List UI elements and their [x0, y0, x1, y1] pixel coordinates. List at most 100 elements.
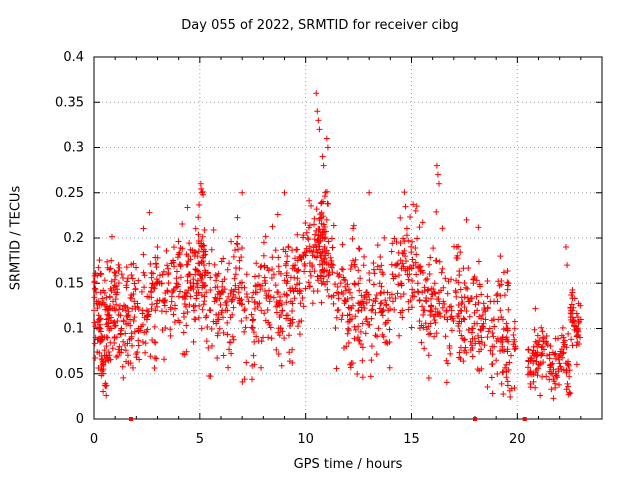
data-point [388, 248, 395, 255]
data-point [261, 274, 268, 281]
data-point [313, 206, 320, 213]
data-point [320, 256, 327, 263]
data-point [113, 291, 120, 298]
data-point [190, 338, 197, 345]
data-point [98, 333, 105, 340]
data-point [493, 292, 500, 299]
data-point [110, 284, 117, 291]
data-point [251, 338, 258, 345]
data-point [501, 292, 508, 299]
data-point [503, 361, 510, 368]
data-point [165, 280, 172, 287]
data-point [482, 316, 489, 323]
data-point [257, 286, 264, 293]
data-point [397, 240, 404, 247]
data-point [177, 263, 184, 270]
data-point [191, 253, 198, 260]
data-point [316, 126, 323, 133]
data-point [427, 308, 434, 315]
data-point [443, 379, 450, 386]
data-point [294, 246, 301, 253]
data-point [260, 239, 267, 246]
data-point [217, 301, 224, 308]
data-point [305, 236, 312, 243]
data-point [552, 335, 559, 342]
data-point [323, 188, 330, 195]
data-point [276, 300, 283, 307]
data-point [463, 307, 470, 314]
data-point [370, 259, 377, 266]
data-point [184, 290, 191, 297]
data-point [311, 215, 318, 222]
data-point [183, 292, 190, 299]
data-point [313, 227, 320, 234]
data-point [425, 323, 432, 330]
data-point [366, 189, 373, 196]
data-point [569, 342, 576, 349]
data-point [334, 307, 341, 314]
data-point [91, 307, 97, 314]
data-point [402, 253, 409, 260]
data-point [511, 318, 518, 325]
data-point [170, 287, 177, 294]
data-point [300, 303, 307, 310]
data-point [503, 320, 510, 327]
data-point [476, 313, 483, 320]
data-point [116, 349, 123, 356]
data-point [231, 275, 238, 282]
data-point [219, 278, 226, 285]
data-point [183, 322, 190, 329]
data-point [119, 363, 126, 370]
data-point [378, 308, 385, 315]
data-point [570, 317, 577, 324]
data-point [484, 384, 491, 391]
data-point [355, 245, 362, 252]
data-point [305, 279, 312, 286]
data-point [473, 277, 480, 284]
data-point [286, 358, 293, 365]
data-point [201, 262, 208, 269]
data-point [458, 332, 465, 339]
data-point [156, 272, 163, 279]
data-point [475, 332, 482, 339]
data-point [551, 378, 558, 385]
data-point [318, 209, 325, 216]
data-point [317, 272, 324, 279]
data-point [137, 327, 144, 334]
data-point [234, 233, 241, 240]
data-point [497, 253, 504, 260]
data-point [550, 366, 557, 373]
data-point [419, 303, 426, 310]
data-point [543, 352, 550, 359]
data-point [444, 360, 451, 367]
data-point [154, 297, 161, 304]
data-point [195, 260, 202, 267]
data-point [439, 265, 446, 272]
data-point [506, 359, 513, 366]
data-point [116, 302, 123, 309]
data-point [115, 306, 122, 313]
data-point [170, 259, 177, 266]
data-point [192, 266, 199, 273]
data-point [140, 251, 147, 258]
data-point [285, 332, 292, 339]
data-point [332, 325, 339, 332]
data-point [313, 90, 320, 97]
data-point [136, 356, 143, 363]
data-point [313, 254, 320, 261]
data-point [228, 238, 235, 245]
data-point [472, 340, 479, 347]
data-point [539, 328, 546, 335]
data-point [281, 291, 288, 298]
data-point [293, 281, 300, 288]
data-point [112, 272, 119, 279]
data-point [314, 287, 321, 294]
data-point [149, 301, 156, 308]
data-point [159, 271, 166, 278]
data-point [405, 298, 412, 305]
data-point [123, 358, 130, 365]
data-point [408, 249, 415, 256]
y-tick-label: 0.35 [55, 95, 84, 110]
data-point [251, 299, 258, 306]
data-point [297, 288, 304, 295]
